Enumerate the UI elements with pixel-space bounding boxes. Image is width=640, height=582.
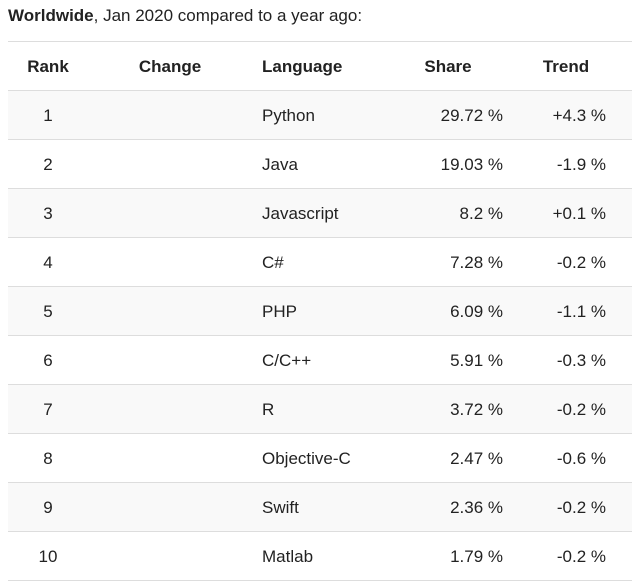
change-cell [118,385,222,433]
trend-cell: -0.2 % [556,547,606,566]
change-cell [118,91,222,139]
share-cell: 8.2 % [459,204,503,223]
header-language: Language [262,57,343,76]
table-caption: Worldwide, Jan 2020 compared to a year a… [8,4,362,28]
rank-cell: 8 [43,449,53,468]
table-row: 1 Python 29.72 % +4.3 % [8,91,632,140]
language-cell: Swift [262,498,299,517]
change-cell [118,140,222,188]
table-row: 9 Swift 2.36 % -0.2 % [8,483,632,532]
share-cell: 5.91 % [450,351,503,370]
share-cell: 6.09 % [450,302,503,321]
trend-cell: -0.2 % [556,498,606,517]
language-cell: C# [262,253,284,272]
share-cell: 19.03 % [440,155,503,174]
language-cell: C/C++ [262,351,312,370]
language-cell: R [262,400,275,419]
trend-cell: -1.9 % [556,155,606,174]
share-cell: 7.28 % [450,253,503,272]
header-share: Share [424,57,472,76]
change-cell [118,336,222,384]
trend-cell: -0.2 % [556,253,606,272]
rank-cell: 6 [43,351,53,370]
change-cell [118,287,222,335]
header-trend: Trend [542,57,590,76]
header-change: Change [138,57,202,76]
table-row: 4 C# 7.28 % -0.2 % [8,238,632,287]
rank-cell: 1 [43,106,53,125]
table-row: 6 C/C++ 5.91 % -0.3 % [8,336,632,385]
trend-cell: -0.6 % [556,449,606,468]
change-cell [118,532,222,580]
table-header-row: Rank Change Language Share Trend [8,42,632,91]
rank-cell: 7 [43,400,53,419]
language-ranking-table: Rank Change Language Share Trend 1 Python… [8,41,632,581]
change-cell [118,483,222,531]
trend-cell: -0.2 % [556,400,606,419]
rank-cell: 3 [43,204,53,223]
table-row: 7 R 3.72 % -0.2 % [8,385,632,434]
table-row: 8 Objective-C 2.47 % -0.6 % [8,434,632,483]
table-body: 1 Python 29.72 % +4.3 % 2 Java 19.03 % -1.9 % 3 J… [8,91,632,581]
rank-cell: 10 [38,547,58,566]
change-cell [118,189,222,237]
table-row: 10 Matlab 1.79 % -0.2 % [8,532,632,581]
trend-cell: -0.3 % [556,351,606,370]
language-cell: Matlab [262,547,314,566]
trend-cell: -1.1 % [556,302,606,321]
caption-text: , Jan 2020 compared to a year ago: [93,6,363,25]
share-cell: 29.72 % [440,106,503,125]
table-row: 2 Java 19.03 % -1.9 % [8,140,632,189]
rank-cell: 5 [43,302,53,321]
share-cell: 2.47 % [450,449,503,468]
rank-cell: 9 [43,498,53,517]
rank-cell: 4 [43,253,53,272]
trend-cell: +4.3 % [552,106,606,125]
change-cell [118,434,222,482]
language-cell: Java [262,155,298,174]
caption-region: Worldwide [8,6,94,25]
trend-cell: +0.1 % [552,204,606,223]
share-cell: 2.36 % [450,498,503,517]
language-cell: Javascript [262,204,339,223]
table-row: 3 Javascript 8.2 % +0.1 % [8,189,632,238]
share-cell: 3.72 % [450,400,503,419]
change-cell [118,238,222,286]
language-cell: Python [262,106,315,125]
table-row: 5 PHP 6.09 % -1.1 % [8,287,632,336]
share-cell: 1.79 % [450,547,503,566]
language-cell: PHP [262,302,297,321]
header-rank: Rank [27,57,69,76]
language-cell: Objective-C [262,449,351,468]
rank-cell: 2 [43,155,53,174]
